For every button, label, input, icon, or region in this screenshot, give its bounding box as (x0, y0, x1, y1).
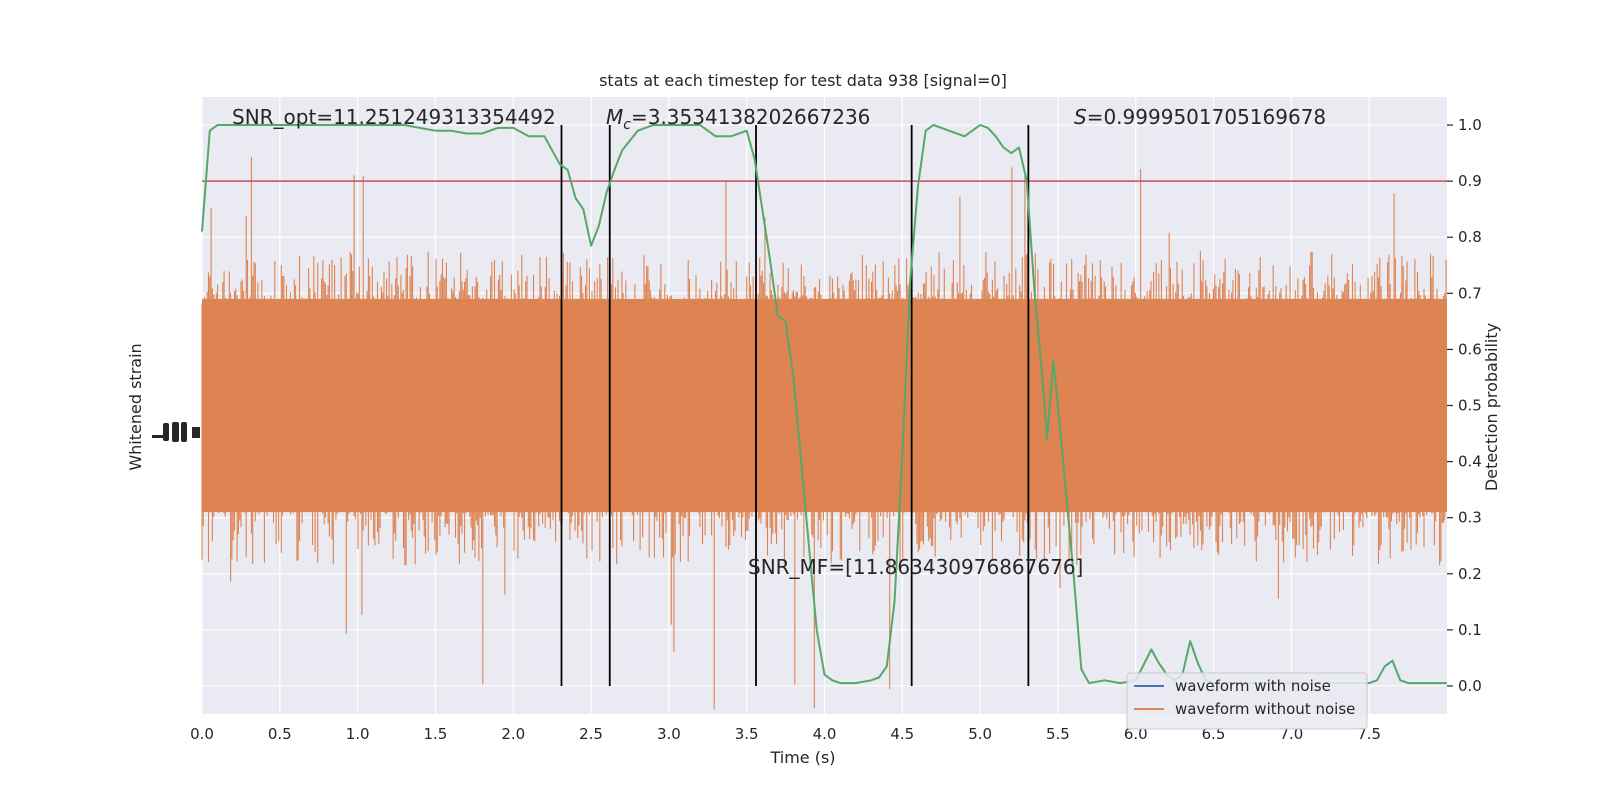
left-axis-tick-cluster (152, 422, 200, 442)
vertical-markers (560, 125, 1030, 686)
x-axis-label: Time (s) (769, 748, 835, 767)
legend-entry-with-noise: waveform with noise (1175, 677, 1331, 695)
s-symbol: S (1074, 105, 1087, 129)
x-tick-label: 2.5 (579, 725, 603, 743)
snr-opt-annotation: SNR_opt=11.251249313354492 (232, 105, 556, 129)
chirp-mass-symbol: M (606, 105, 623, 129)
legend-box (1126, 672, 1368, 730)
chirp-mass-subscript: c (623, 117, 631, 133)
y-tick-label: 0.2 (1458, 565, 1482, 583)
s-annotation: S=0.9999501705169678 (1074, 105, 1326, 129)
y-tick-label: 0.1 (1458, 621, 1482, 639)
legend-entry-without-noise: waveform without noise (1175, 700, 1355, 718)
y-axis-right-label: Detection probability (1482, 323, 1501, 491)
y-axis-right-ticks: 0.0 0.1 0.2 0.3 0.4 0.5 0.6 0.7 0.8 0.9 1.0 (1447, 116, 1482, 695)
x-axis-ticks: 0.0 0.5 1.0 1.5 2.0 2.5 3.0 3.5 4.0 4.5 5.0 5.5 6.0 6… (190, 725, 1381, 743)
snr-mf-annotation: SNR_MF=[11.863430976867676] (748, 555, 1083, 579)
y-tick-label: 0.8 (1458, 228, 1482, 246)
x-tick-label: 0.5 (268, 725, 292, 743)
y-tick-label: 0.0 (1458, 677, 1482, 695)
x-tick-label: 5.0 (968, 725, 992, 743)
x-tick-label: 1.0 (346, 725, 370, 743)
y-tick-label: 0.9 (1458, 172, 1482, 190)
noise-trace (201, 157, 1447, 710)
x-tick-label: 3.0 (657, 725, 681, 743)
x-tick-label: 4.5 (890, 725, 914, 743)
s-value: =0.9999501705169678 (1087, 105, 1326, 129)
series-waveform-without-noise (201, 157, 1447, 710)
y-tick-label: 0.5 (1458, 397, 1482, 415)
x-tick-label: 4.0 (813, 725, 837, 743)
y-tick-label: 0.7 (1458, 284, 1482, 302)
y-tick-label: 1.0 (1458, 116, 1482, 134)
chirp-mass-value: =3.3534138202667236 (631, 105, 870, 129)
x-tick-label: 5.5 (1046, 725, 1070, 743)
chart-title: stats at each timestep for test data 938… (599, 71, 1007, 90)
chirp-mass-annotation: Mc=3.3534138202667236 (606, 105, 870, 133)
y-axis-left-label: Whitened strain (126, 343, 145, 470)
x-tick-label: 3.5 (735, 725, 759, 743)
x-tick-label: 1.5 (424, 725, 448, 743)
x-tick-label: 0.0 (190, 725, 214, 743)
x-tick-label: 2.0 (501, 725, 525, 743)
y-tick-label: 0.4 (1458, 453, 1482, 471)
legend: waveform with noise waveform without noi… (1126, 672, 1368, 730)
y-tick-label: 0.3 (1458, 509, 1482, 527)
y-tick-label: 0.6 (1458, 340, 1482, 358)
